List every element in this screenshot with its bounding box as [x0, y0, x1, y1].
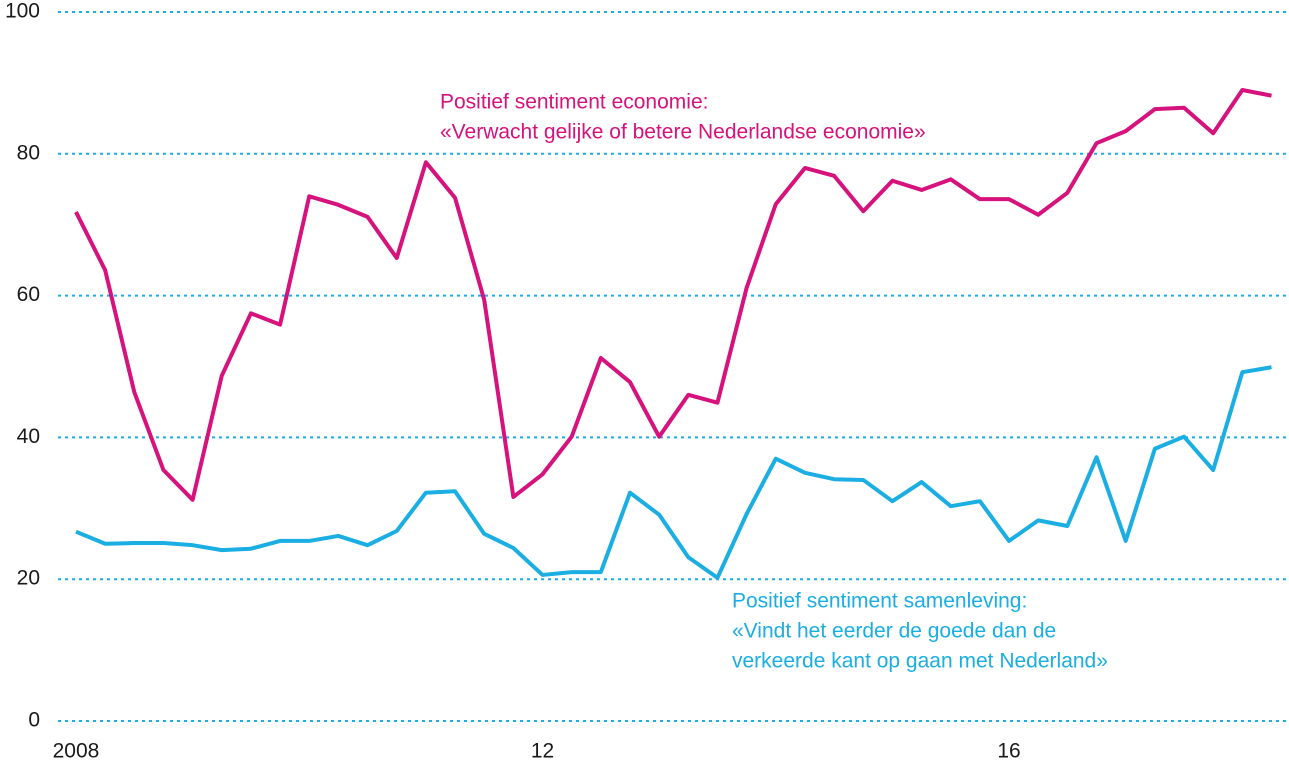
- y-tick-label: 100: [5, 0, 40, 23]
- x-tick-label: 12: [531, 740, 554, 763]
- series-label: Positief sentiment samenleving:: [732, 590, 1027, 613]
- y-tick-label: 60: [17, 283, 40, 306]
- y-tick-label: 80: [17, 141, 40, 164]
- y-tick-label: 20: [17, 567, 40, 590]
- series-line: [74, 87, 1272, 502]
- y-tick-label: 0: [28, 709, 40, 732]
- y-tick-label: 40: [17, 425, 40, 448]
- x-tick-label: 2008: [53, 740, 100, 763]
- series-label: «Verwacht gelijke of betere Nederlandse …: [440, 121, 926, 144]
- series-line: [75, 365, 1272, 580]
- series-label: «Vindt het eerder de goede dan de: [732, 620, 1056, 643]
- series-label: Positief sentiment economie:: [440, 91, 708, 114]
- series-label: verkeerde kant op gaan met Nederland»: [732, 650, 1108, 673]
- x-tick-label: 16: [997, 740, 1020, 763]
